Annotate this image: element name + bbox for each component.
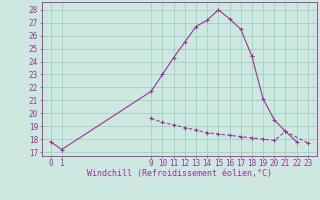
- X-axis label: Windchill (Refroidissement éolien,°C): Windchill (Refroidissement éolien,°C): [87, 169, 272, 178]
